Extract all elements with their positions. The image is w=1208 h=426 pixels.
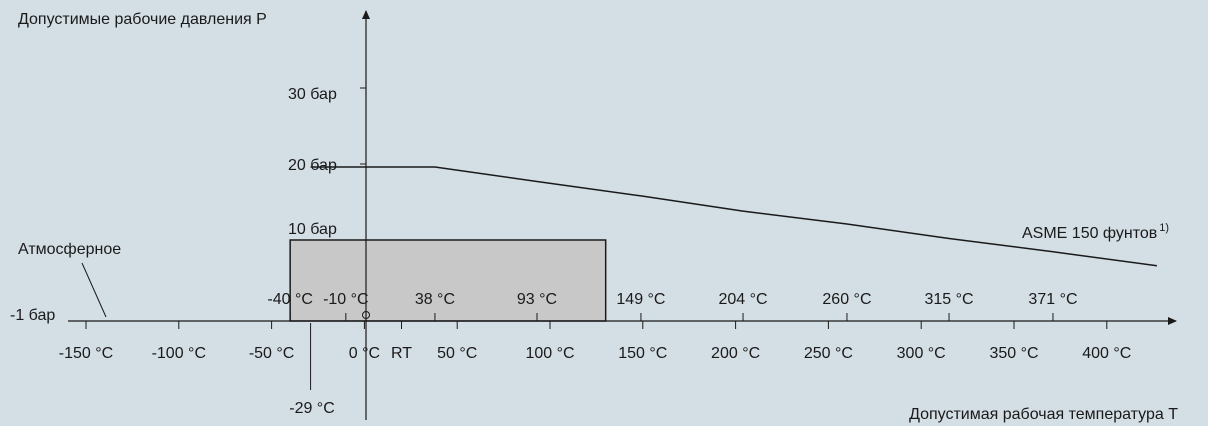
y-axis-label: Допустимые рабочие давления P [18, 11, 267, 28]
y-tick-label: 20 бар [288, 157, 337, 174]
x-tick-label-below: -100 °C [152, 345, 206, 362]
x-tick-label-below: RT [391, 345, 412, 362]
x-tick-label-below: 350 °C [989, 345, 1038, 362]
x-tick-label-above: -10 °C [323, 291, 369, 308]
x-tick-label-below: -50 °C [249, 345, 295, 362]
x-ticks-below: -150 °C -100 °C -50 °C 0 °C RT 50 °C 100 °C 150… [59, 321, 1131, 362]
x-tick-label-above: 38 °C [415, 291, 455, 308]
x-tick-label-below: 300 °C [897, 345, 946, 362]
x-tick-label-below: 50 °C [437, 345, 477, 362]
x-tick-label-below: 0 °C [349, 345, 380, 362]
x-tick-label-above: 371 °C [1028, 291, 1077, 308]
x-tick-label-above: 149 °C [616, 291, 665, 308]
x-tick-label-below: 250 °C [804, 345, 853, 362]
y-ticks [68, 87, 366, 322]
atmospheric-leader-line [81, 262, 107, 318]
operating-range-box [289, 239, 607, 322]
x-tick-label-above: 315 °C [924, 291, 973, 308]
y-tick-label: 10 бар [288, 221, 337, 238]
x-tick-label-above: 260 °C [822, 291, 871, 308]
x-tick-label-below: -150 °C [59, 345, 113, 362]
x-ticks-above: -40 °C -10 °C 38 °C 93 °C 149 °C 204 °C 260 °C… [267, 291, 1078, 321]
y-tick-label: -1 бар [10, 307, 55, 324]
asme-150-line [310, 166, 1158, 267]
tick-label-minus29: -29 °C [289, 400, 335, 417]
atmospheric-label: Атмосферное [18, 241, 121, 258]
y-tick-label: 30 бар [288, 86, 337, 103]
x-tick-label-below: 400 °C [1082, 345, 1131, 362]
x-tick-label-below: 150 °C [618, 345, 667, 362]
x-tick-label-above: -40 °C [267, 291, 313, 308]
x-tick-label-below: 100 °C [525, 345, 574, 362]
series-label: ASME 150 фунтов 1) [1022, 222, 1169, 242]
x-tick-label-above: 204 °C [718, 291, 767, 308]
x-tick-label-below: 200 °C [711, 345, 760, 362]
x-tick-label-above: 93 °C [517, 291, 557, 308]
x-axis-label: Допустимая рабочая температура T [909, 406, 1178, 423]
origin-circle [362, 311, 370, 319]
